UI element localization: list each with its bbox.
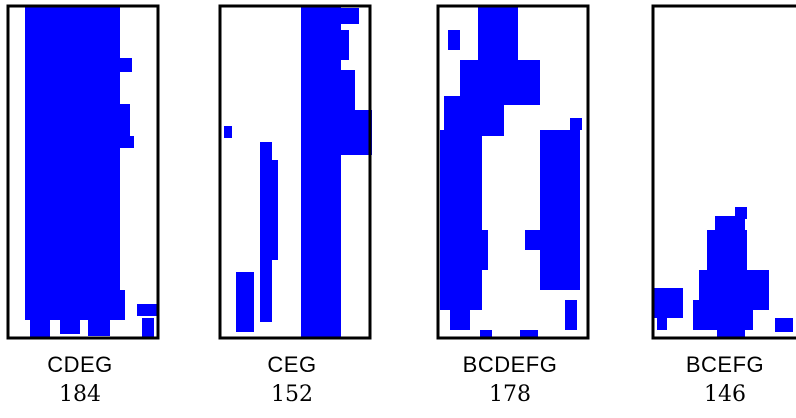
panel-frame	[218, 4, 372, 340]
panel-ceg: CEG 152	[212, 0, 372, 418]
grid-bcdefg	[436, 4, 590, 340]
panel-frame	[6, 4, 160, 340]
blue-region	[440, 6, 582, 338]
panel-label: CDEG	[47, 352, 113, 377]
panel-count: 146	[704, 382, 746, 407]
blue-region	[25, 6, 159, 338]
panel-frame	[436, 4, 590, 340]
panel-count: 178	[489, 382, 531, 407]
panel-label: CEG	[267, 352, 317, 377]
grid-ceg	[218, 4, 372, 340]
blue-region	[653, 207, 793, 338]
panel-count: 152	[271, 382, 313, 407]
panel-bcdefg: BCDEFG 178	[430, 0, 590, 418]
grid-cdeg	[6, 4, 160, 340]
panel-frame	[651, 4, 796, 340]
grid-bcefg	[651, 4, 796, 340]
panel-bcefg: BCEFG 146	[645, 0, 796, 418]
panel-count: 184	[59, 382, 101, 407]
panel-label: BCDEFG	[462, 352, 558, 377]
panel-cdeg: CDEG 184	[0, 0, 160, 418]
blue-region	[224, 6, 372, 338]
panel-label: BCEFG	[685, 352, 765, 377]
